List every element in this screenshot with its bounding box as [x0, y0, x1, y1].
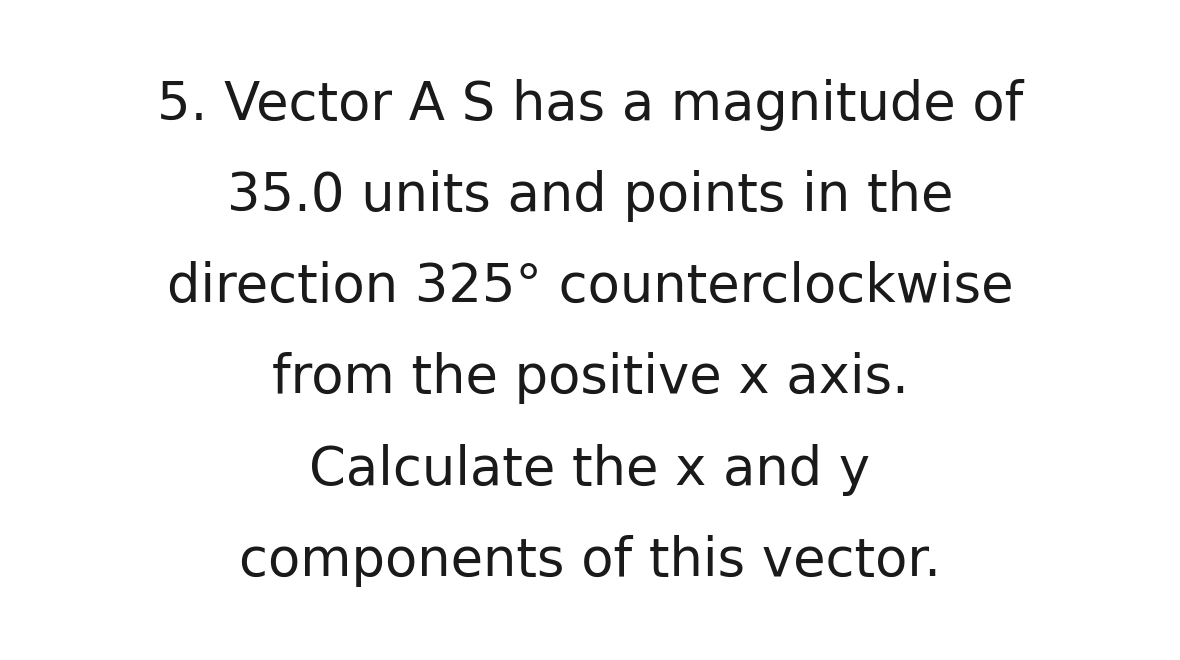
Text: components of this vector.: components of this vector.	[240, 535, 940, 587]
Text: from the positive x axis.: from the positive x axis.	[271, 352, 909, 405]
Text: direction 325° counterclockwise: direction 325° counterclockwise	[166, 261, 1014, 314]
Text: 5. Vector A S has a magnitude of: 5. Vector A S has a magnitude of	[157, 79, 1023, 131]
Text: Calculate the x and y: Calculate the x and y	[309, 444, 871, 496]
Text: 35.0 units and points in the: 35.0 units and points in the	[227, 170, 953, 222]
